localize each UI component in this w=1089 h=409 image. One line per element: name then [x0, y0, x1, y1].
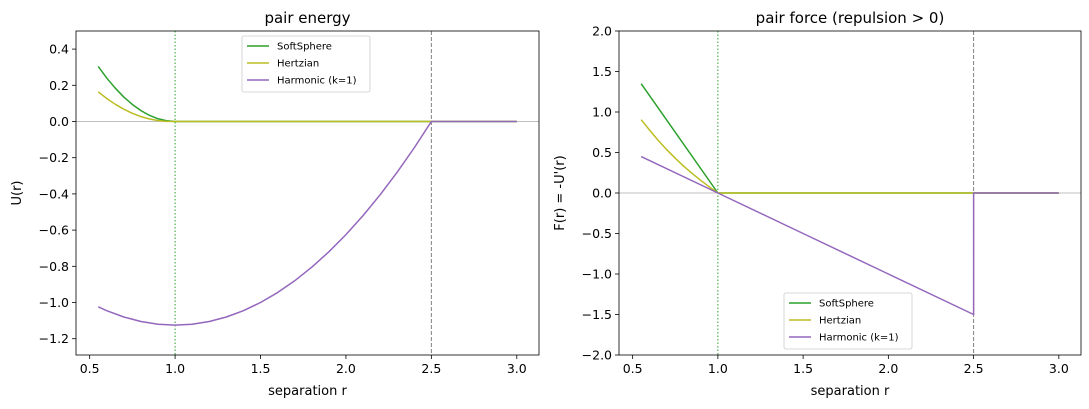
y-tick-label: 0.0	[592, 186, 612, 201]
y-axis-label: F(r) = -U'(r)	[553, 155, 568, 230]
x-axis-label: separation r	[811, 384, 890, 399]
x-tick-label: 1.5	[251, 361, 271, 376]
legend-label-hertzian: Hertzian	[277, 59, 319, 70]
y-tick-label: 0.2	[49, 78, 69, 93]
y-tick-label: −1.0	[582, 267, 612, 282]
legend-label-harmonic-k-1: Harmonic (k=1)	[819, 333, 899, 344]
x-tick-label: 1.5	[793, 361, 813, 376]
series-line-hertzian	[97, 91, 517, 123]
x-axis-label: separation r	[268, 384, 347, 399]
y-tick-label: −2.0	[582, 348, 612, 363]
y-tick-label: −1.0	[39, 295, 69, 310]
legend: SoftSphere Hertzian Harmonic (k=1)	[241, 35, 371, 93]
y-tick-label: −0.4	[39, 186, 69, 201]
y-tick-label: 0.0	[49, 114, 69, 129]
x-tick-label: 2.0	[878, 361, 898, 376]
pair-force-panel: 0.5 1.0 1.5 2.0 2.5 3.0 2.0 1.5 1.0 0.5 0.0 −0.5 −1.…	[553, 9, 1082, 399]
series-line-harmonic-k-1	[640, 155, 1059, 316]
pair-energy-panel: 0.5 1.0 1.5 2.0 2.5 3.0 0.4 0.2 0.0 −0.2 −0.4 −0.6 −…	[10, 9, 540, 399]
axes-frame	[75, 30, 540, 356]
legend-label-harmonic-k-1: Harmonic (k=1)	[277, 76, 357, 87]
x-tick-label: 1.0	[165, 361, 185, 376]
y-tick-label: 1.0	[592, 105, 612, 120]
x-tick-label: 3.0	[1049, 361, 1069, 376]
y-tick-label: −0.8	[39, 259, 69, 274]
x-tick-label: 2.5	[421, 361, 441, 376]
legend: SoftSphere Hertzian Harmonic (k=1)	[783, 292, 913, 350]
x-tick-label: 0.5	[623, 361, 643, 376]
x-tick-label: 1.0	[708, 361, 728, 376]
legend-label-hertzian: Hertzian	[819, 316, 861, 327]
series-line-softsphere	[640, 83, 1059, 194]
x-tick-label: 2.0	[336, 361, 356, 376]
y-axis-label: U(r)	[10, 180, 25, 205]
y-tick-label: 2.0	[592, 24, 612, 39]
y-tick-label: −1.2	[39, 331, 69, 346]
chart-title: pair force (repulsion > 0)	[756, 9, 945, 27]
x-tick-label: 3.0	[507, 361, 527, 376]
y-tick-label: −0.5	[582, 226, 612, 241]
y-tick-label: −0.2	[39, 150, 69, 165]
y-tick-label: 0.5	[592, 145, 612, 160]
y-tick-label: −1.5	[582, 307, 612, 322]
series-line-hertzian	[640, 119, 1059, 194]
series-line-harmonic-k-1	[97, 120, 517, 326]
y-tick-label: 1.5	[592, 64, 612, 79]
y-tick-label: −0.6	[39, 223, 69, 238]
y-tick-label: 0.4	[49, 42, 69, 57]
legend-label-softsphere: SoftSphere	[819, 299, 874, 310]
legend-label-softsphere: SoftSphere	[277, 42, 332, 53]
x-tick-label: 0.5	[80, 361, 100, 376]
x-tick-label: 2.5	[964, 361, 984, 376]
chart-title: pair energy	[264, 9, 350, 27]
